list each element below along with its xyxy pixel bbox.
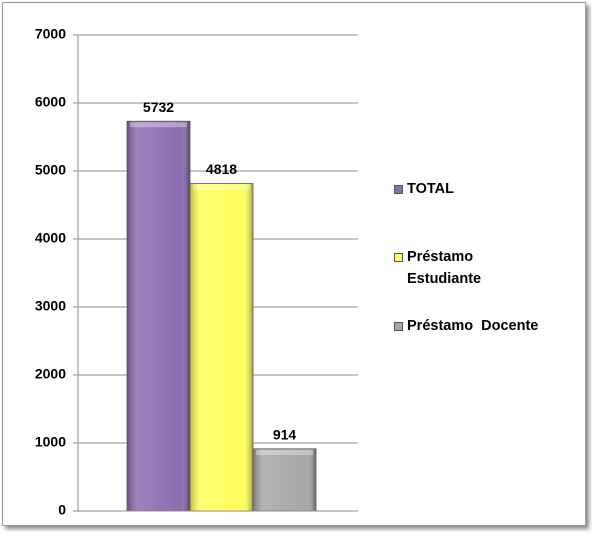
- legend-item: TOTAL: [394, 178, 592, 200]
- bar-shade: [190, 183, 253, 511]
- bar-bevel: [130, 122, 187, 128]
- legend-label: TOTAL: [407, 181, 454, 197]
- legend-swatch: [394, 322, 403, 331]
- data-label: 914: [273, 427, 297, 443]
- y-tick-label: 0: [58, 502, 66, 518]
- y-tick-label: 7000: [35, 26, 66, 42]
- bar-bevel: [256, 449, 313, 455]
- bar-shade: [253, 449, 316, 511]
- legend-swatch: [394, 253, 403, 262]
- legend-label: Préstamo Docente: [407, 318, 539, 334]
- bar-bevel: [193, 184, 250, 190]
- data-label: 4818: [206, 161, 237, 177]
- y-tick-label: 4000: [35, 230, 66, 246]
- y-tick-label: 5000: [35, 162, 66, 178]
- legend-item: Préstamo Estudiante: [394, 246, 494, 290]
- legend-item: Préstamo Docente: [394, 315, 592, 337]
- legend-swatch: [394, 185, 403, 194]
- y-tick-label: 2000: [35, 366, 66, 382]
- legend-label: Préstamo Estudiante: [407, 249, 482, 287]
- y-tick-label: 1000: [35, 434, 66, 450]
- bar-shade: [127, 121, 190, 511]
- chart-frame: [2, 2, 586, 526]
- y-tick-label: 3000: [35, 298, 66, 314]
- y-tick-label: 6000: [35, 94, 66, 110]
- data-label: 5732: [143, 99, 174, 115]
